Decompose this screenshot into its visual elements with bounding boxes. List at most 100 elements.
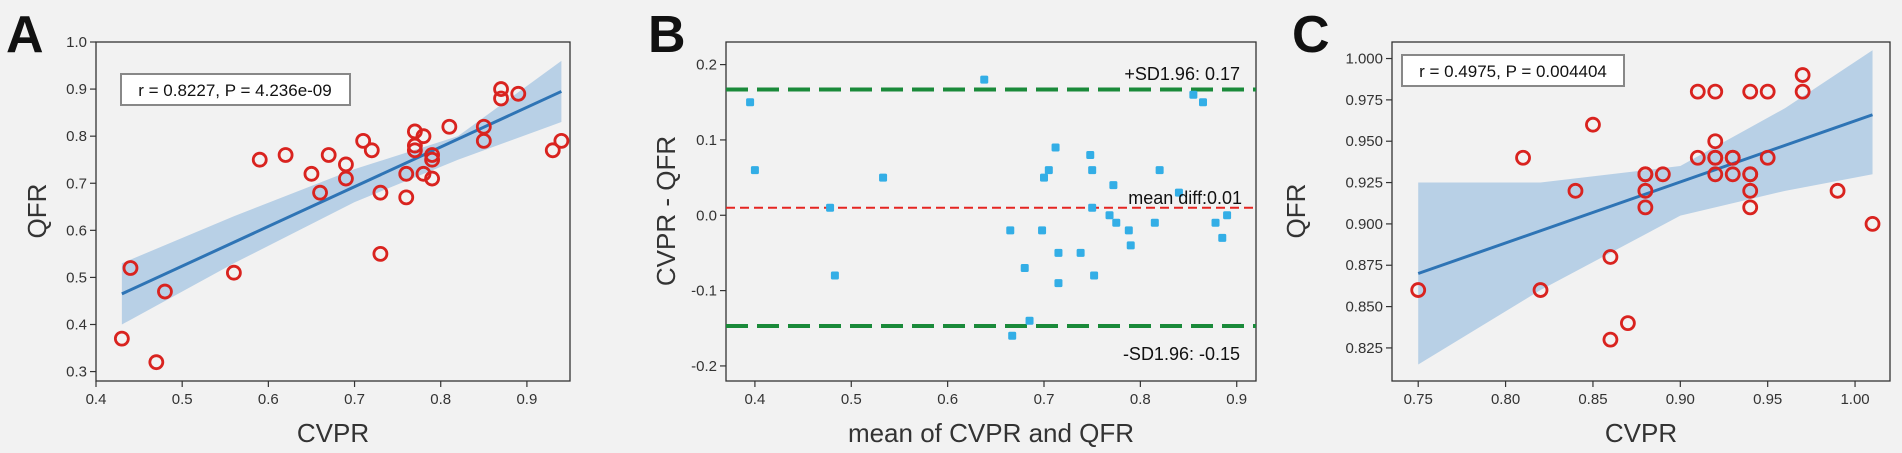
difference-point [1090,271,1099,280]
data-point [1707,149,1724,166]
difference-point [1008,331,1017,340]
x-tick-label: 0.4 [744,391,765,408]
data-point [251,151,268,168]
data-point [544,142,561,159]
data-point [1689,149,1706,166]
y-tick-label: 0.925 [1345,175,1383,192]
data-point [372,245,389,262]
data-point [122,260,139,276]
fit-line-c-group [1417,113,1874,275]
data-point [1724,149,1741,166]
y-ticks-b: -0.2 -0.1 0.0 0.1 0.2 [691,57,726,375]
fit-line-a-group [121,90,563,296]
x-tick-label: 1.00 [1840,391,1869,408]
difference-point [830,271,839,280]
data-point [1794,83,1811,100]
data-point [1864,216,1881,232]
y-tick-label: 0.850 [1345,299,1383,316]
data-point [1619,315,1636,332]
x-tick-label: 0.9 [516,391,537,408]
x-tick-label: 0.8 [430,391,451,408]
difference-point [1086,151,1095,159]
data-point [1585,116,1601,133]
y-tick-label: 0.9 [66,81,87,98]
data-point [1742,199,1759,216]
x-tick-label: 0.5 [841,391,862,408]
x-tick-label: 0.85 [1578,391,1607,408]
data-point [355,132,372,149]
data-point [553,132,570,149]
y-axis-label-b: CVPR - QFR [651,136,681,286]
data-point [1742,182,1759,199]
data-point [148,354,165,371]
data-point [1707,166,1724,183]
y-tick-label: 0.8 [66,128,87,145]
data-point [1724,166,1741,183]
data-point [225,264,242,281]
difference-point [1088,203,1097,212]
y-tick-label: 0.5 [66,269,87,286]
x-tick-label: 0.6 [937,391,958,408]
panel-label-c: C [1292,6,1330,64]
plot-area-b [725,41,1257,382]
x-axis-label-c: CVPR [1605,418,1677,448]
points-b-group [746,75,1232,340]
data-point [1602,331,1619,348]
data-point [372,184,389,201]
y-tick-label: 0.950 [1345,133,1383,150]
difference-point [1199,98,1207,107]
difference-point [746,98,755,107]
difference-point [1223,211,1232,220]
data-point [493,90,509,107]
data-point [1707,83,1724,100]
data-point [1637,182,1654,199]
data-point [493,81,509,97]
data-point [1759,83,1776,100]
difference-point [1054,279,1063,288]
mean-diff-label: mean diff:0.01 [1128,188,1242,208]
data-point [1567,182,1584,199]
regression-line [121,90,563,296]
data-point [510,85,527,102]
points-a-group [113,81,570,371]
data-point [1532,282,1549,298]
data-point [1689,83,1706,100]
difference-point [1054,248,1063,257]
difference-point [1088,166,1097,175]
data-point [406,137,423,154]
y-tick-label: -0.2 [691,358,717,375]
x-axis-label-b: mean of CVPR and QFR [848,418,1134,448]
data-point [338,156,354,173]
y-tick-label: -0.1 [691,283,717,300]
x-ticks-a: 0.4 0.5 0.6 0.7 0.8 0.9 [86,381,537,408]
upper-limit-label: +SD1.96: 0.17 [1124,64,1240,84]
data-point [277,147,294,163]
difference-point [826,203,835,212]
difference-point [1126,241,1135,250]
x-ticks-c: 0.75 0.80 0.85 0.90 0.95 1.00 [1404,381,1870,408]
stats-annotation-c: r = 0.4975, P = 0.004404 [1419,62,1607,81]
data-point [424,170,441,187]
difference-point [1189,90,1198,99]
panel-label-b: B [648,6,686,64]
difference-point [1211,218,1220,227]
difference-point [1076,248,1085,257]
points-c-group [1410,67,1881,348]
data-point [406,142,423,159]
y-tick-label: 0.900 [1345,216,1383,233]
y-axis-label-c: QFR [1281,184,1311,239]
y-ticks-c: 0.825 0.850 0.875 0.900 0.925 0.950 0.975 1.000 [1345,51,1392,357]
difference-point [1025,316,1034,325]
panel-c: C 0.75 0.80 0.85 0.90 0.95 1.00 0.8250.8500.8… [1281,6,1891,448]
data-point [363,142,380,159]
difference-point [750,166,759,175]
y-tick-label: 0.0 [696,207,717,224]
data-point [320,147,337,163]
x-axis-label-a: CVPR [297,418,369,448]
difference-point [1109,181,1118,190]
difference-point [980,75,989,84]
x-tick-label: 0.95 [1753,391,1782,408]
difference-point [1112,218,1121,227]
data-point [1742,166,1759,183]
